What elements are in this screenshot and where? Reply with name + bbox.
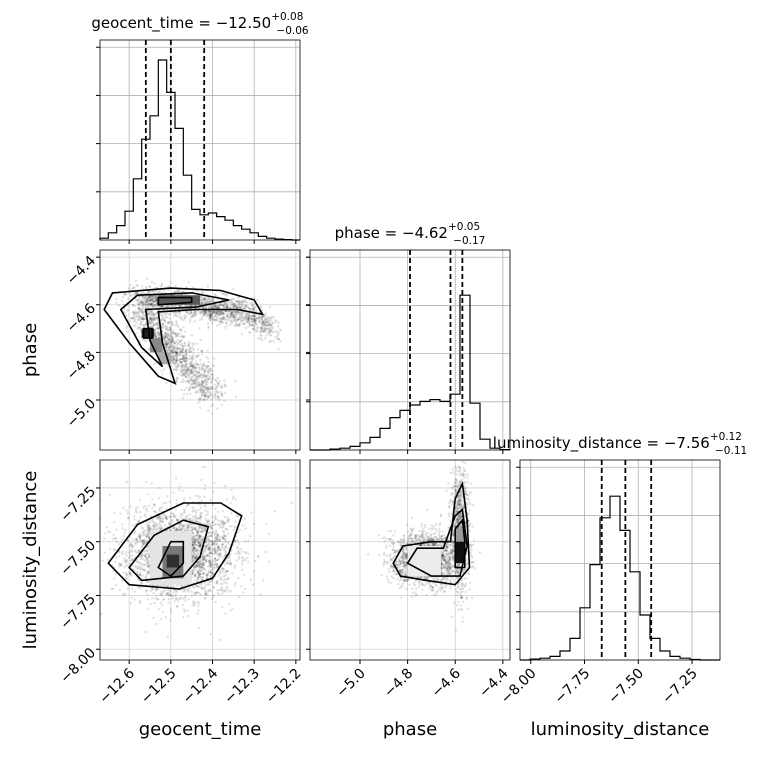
title-luminosity_distance: luminosity_distance = −7.56+0.12 −0.11 (493, 431, 747, 457)
density-phase-luminosity_distance (407, 528, 465, 577)
xtick-phase-2: −4.6 (429, 665, 464, 700)
density-geocent_time-luminosity_distance (150, 530, 192, 585)
xtick-luminosity_distance-2: −7.50 (605, 666, 647, 708)
contour-mid-geocent_time-phase (119, 292, 230, 368)
contour-inner-geocent_time-luminosity_distance (157, 540, 185, 578)
contour-inner2-geocent_time-phase (143, 327, 153, 339)
xtick-geocent_time-1: −12.5 (138, 666, 180, 708)
contour-outer-geocent_time-phase (103, 287, 265, 385)
xlabel-geocent_time: geocent_time (139, 719, 262, 740)
xtick-phase-1: −4.8 (381, 666, 416, 701)
panel-1-1 (309, 249, 511, 451)
xtick-phase-0: −5.0 (333, 666, 368, 701)
ytick-luminosity_distance-2: −7.50 (57, 537, 99, 579)
xtick-geocent_time-0: −12.6 (96, 665, 138, 707)
contour-mid-phase-luminosity_distance (406, 507, 468, 577)
panel-0-0 (99, 39, 301, 241)
ytick-luminosity_distance-1: −7.75 (57, 591, 99, 633)
ylabel-phase: phase (20, 323, 41, 377)
title-geocent_time: geocent_time = −12.50+0.08 −0.06 (91, 11, 308, 37)
panel-1-0 (99, 249, 301, 451)
xtick-luminosity_distance-1: −7.75 (552, 666, 594, 708)
title-phase: phase = −4.62+0.05 −0.17 (335, 221, 486, 247)
panel-2-2 (519, 459, 721, 661)
contour-outer-phase-luminosity_distance (392, 480, 471, 586)
hist-luminosity_distance (520, 495, 720, 661)
xtick-geocent_time-4: −12.2 (263, 666, 305, 708)
ytick-luminosity_distance-3: −7.25 (57, 484, 99, 526)
xlabel-luminosity_distance: luminosity_distance (531, 719, 710, 740)
ytick-phase-3: −4.4 (64, 253, 99, 288)
xtick-geocent_time-2: −12.4 (180, 665, 222, 707)
contour-inner-phase-luminosity_distance (454, 518, 466, 569)
xtick-geocent_time-3: −12.3 (221, 666, 263, 708)
ytick-phase-1: −4.8 (64, 348, 99, 383)
xlabel-phase: phase (383, 719, 437, 740)
ytick-phase-2: −4.6 (64, 300, 99, 335)
contour-outer-geocent_time-luminosity_distance (107, 502, 243, 590)
contour-mid-geocent_time-luminosity_distance (128, 519, 210, 582)
ylabel-luminosity_distance: luminosity_distance (20, 471, 41, 650)
ytick-phase-0: −5.0 (64, 396, 99, 431)
hist-phase (310, 294, 511, 451)
ytick-luminosity_distance-0: −8.00 (57, 645, 99, 687)
panel-2-0 (99, 459, 301, 661)
xtick-luminosity_distance-3: −7.25 (659, 666, 701, 708)
panel-2-1 (309, 459, 511, 661)
hist-geocent_time (99, 59, 300, 241)
contour-inner-geocent_time-phase (157, 296, 193, 306)
